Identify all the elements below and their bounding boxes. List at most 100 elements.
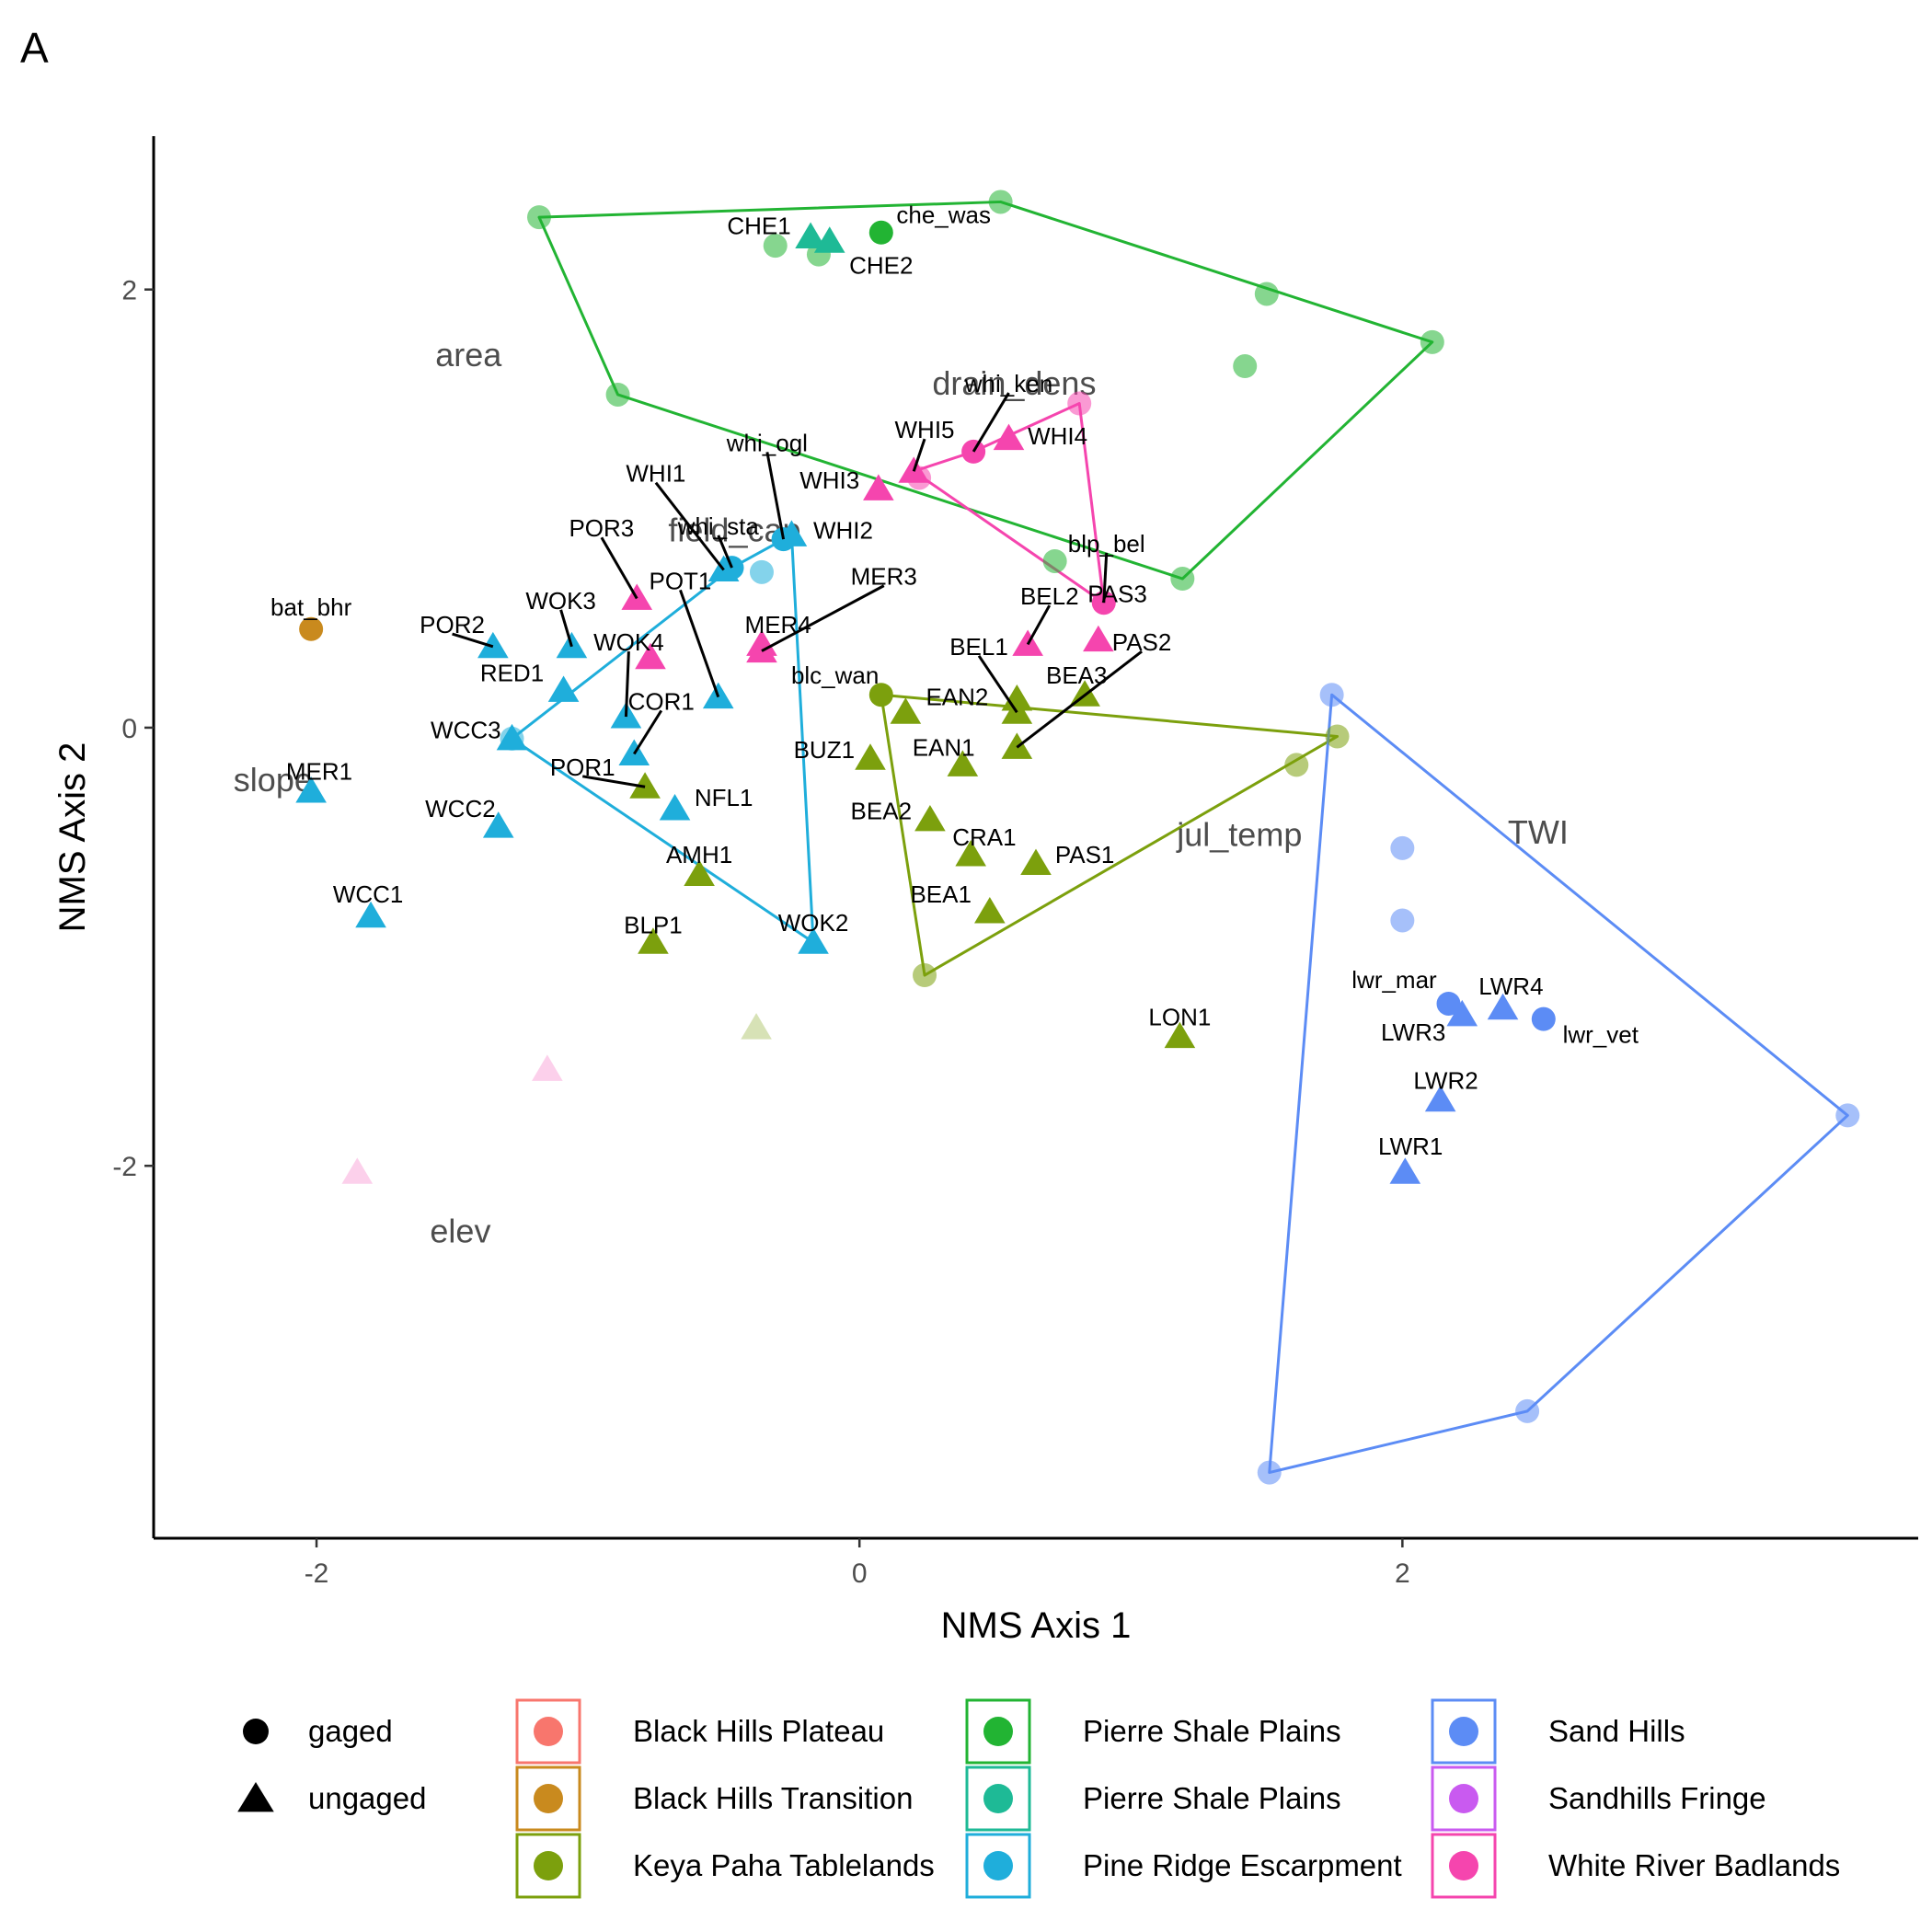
- legend-group-label: Keya Paha Tablelands: [633, 1848, 935, 1882]
- point-label: WHI1: [626, 460, 685, 488]
- point-label: POT1: [649, 567, 711, 594]
- legend-key-dot: [983, 1784, 1013, 1813]
- point-label: EAN2: [926, 684, 988, 711]
- legend-group-label: Pierre Shale Plains: [1083, 1714, 1341, 1748]
- point-label: LON1: [1148, 1003, 1211, 1030]
- y-axis-title: NMS Axis 2: [52, 742, 93, 933]
- point-label: LWR2: [1413, 1066, 1478, 1094]
- point-ungaged: [947, 750, 979, 776]
- point-label: POR1: [550, 753, 615, 781]
- point-label: WHI4: [1028, 422, 1087, 450]
- label-leader: [977, 654, 1018, 714]
- label-leader: [1102, 552, 1109, 604]
- point-ungaged: [1389, 1157, 1421, 1184]
- point-ungaged: [496, 723, 528, 751]
- point-gaged: [1284, 753, 1309, 777]
- legend-key-dot: [983, 1717, 1013, 1746]
- legend-shape-label: ungaged: [308, 1781, 426, 1815]
- point-ungaged: [974, 896, 1006, 924]
- point-label: WOK4: [593, 628, 664, 656]
- label-leader: [912, 438, 926, 472]
- point-ungaged: [629, 772, 661, 799]
- point-gaged: [988, 190, 1013, 214]
- point-label: CHE1: [727, 213, 790, 240]
- point-ungaged: [1424, 1085, 1456, 1112]
- vector-label: drain_dens: [932, 364, 1096, 402]
- point-ungaged: [776, 520, 808, 546]
- point-gaged: [868, 220, 893, 245]
- point-ungaged: [746, 636, 777, 663]
- point-label: POR2: [420, 611, 485, 638]
- legend-key-dot: [983, 1851, 1013, 1880]
- point-ungaged: [684, 859, 715, 886]
- hull-0: [537, 200, 1434, 581]
- point-gaged: [1067, 391, 1092, 416]
- label-leader: [633, 709, 663, 755]
- label-leader: [765, 452, 786, 540]
- point-gaged: [527, 205, 552, 230]
- point-ungaged: [341, 1157, 374, 1184]
- point-label: RED1: [480, 659, 544, 686]
- legend-key-box: [515, 1765, 581, 1832]
- label-leader: [717, 535, 733, 569]
- point-label: WHI3: [799, 466, 859, 494]
- label-leader: [600, 536, 638, 600]
- legend-key-dot: [1449, 1784, 1478, 1813]
- y-tick-label: 0: [121, 714, 137, 744]
- vector-label: jul_temp: [1176, 816, 1302, 854]
- point-ungaged: [1487, 993, 1519, 1020]
- point-gaged: [1531, 1006, 1556, 1031]
- point-gaged: [1390, 835, 1415, 860]
- point-label: whi_ogl: [726, 429, 808, 456]
- label-leader: [581, 775, 646, 788]
- y-tick-label: 2: [121, 276, 137, 306]
- point-label: WOK2: [778, 909, 849, 937]
- hull-4: [1268, 693, 1849, 1475]
- legend-gaged-icon: [243, 1719, 269, 1744]
- point-label: NFL1: [695, 784, 753, 811]
- point-label: WCC3: [431, 716, 501, 743]
- point-ungaged: [638, 927, 669, 954]
- vector-label: elev: [430, 1213, 490, 1250]
- legend-group-label: White River Badlands: [1548, 1848, 1840, 1882]
- label-leader: [761, 584, 885, 652]
- point-label: COR1: [628, 687, 695, 715]
- point-ungaged: [1001, 684, 1033, 711]
- point-ungaged: [863, 474, 894, 500]
- point-gaged: [1436, 991, 1461, 1016]
- label-leader: [1016, 650, 1143, 749]
- point-ungaged: [532, 1054, 563, 1081]
- point-label: CHE2: [849, 251, 913, 279]
- plot-area: -2 0 2 -2 0 2 NMS Axis 1 NMS Axis 2 area drain_de…: [52, 136, 1918, 1646]
- point-label: AMH1: [666, 841, 732, 868]
- legend-group-label: Sandhills Fringe: [1548, 1781, 1766, 1815]
- point-gaged: [1257, 1460, 1282, 1485]
- legend-group-label: Pine Ridge Escarpment: [1083, 1848, 1402, 1882]
- legend-key-dot: [1449, 1717, 1478, 1746]
- x-tick-label: -2: [305, 1558, 329, 1589]
- point-gaged: [1319, 683, 1344, 707]
- vector-label: area: [435, 336, 502, 374]
- point-gaged: [868, 683, 893, 707]
- point-ungaged: [355, 901, 386, 928]
- point-label: MER3: [851, 563, 917, 591]
- point-ungaged: [659, 794, 691, 821]
- legend-key-dot: [1449, 1851, 1478, 1880]
- point-gaged: [913, 963, 937, 988]
- point-label: POR3: [569, 514, 634, 542]
- point-label: WOK3: [525, 587, 596, 615]
- point-label: blc_wan: [791, 661, 879, 689]
- x-tick-label: 2: [1395, 1558, 1410, 1589]
- point-gaged: [1390, 908, 1415, 933]
- point-label: PAS2: [1112, 628, 1172, 656]
- label-leader: [452, 632, 494, 649]
- point-gaged: [1835, 1103, 1860, 1128]
- point-label: BEA2: [851, 797, 913, 824]
- point-ungaged: [477, 631, 509, 659]
- label-leader: [679, 589, 720, 698]
- point-ungaged: [813, 226, 845, 253]
- point-ungaged: [1020, 848, 1052, 876]
- point-label: LWR4: [1478, 972, 1543, 1000]
- point-gaged: [1170, 567, 1195, 592]
- point-ungaged: [795, 222, 826, 249]
